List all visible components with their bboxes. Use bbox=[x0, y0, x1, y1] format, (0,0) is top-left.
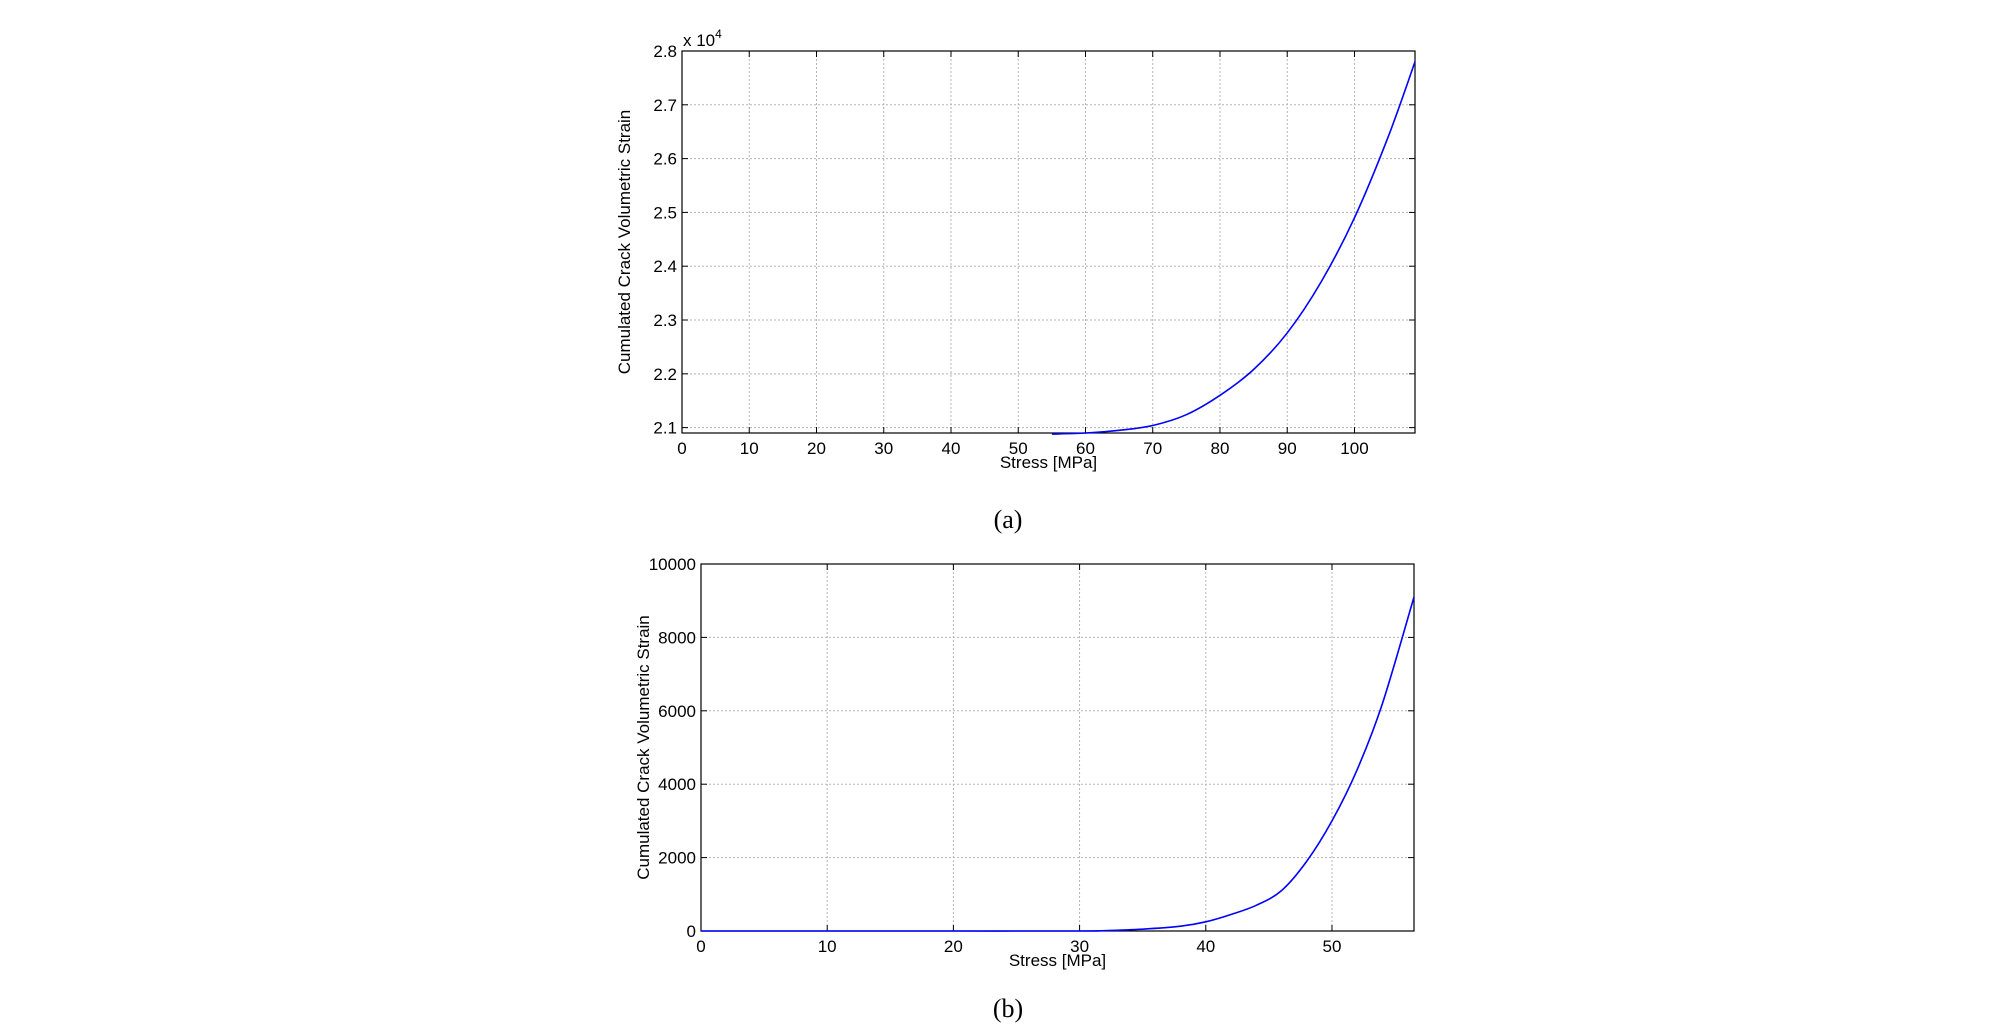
x-tick-label: 20 bbox=[944, 937, 963, 956]
x-tick-label: 40 bbox=[942, 439, 961, 458]
x-tick-label: 50 bbox=[1323, 937, 1342, 956]
y-tick-label: 2.5 bbox=[653, 203, 677, 222]
y-tick-label: 4000 bbox=[658, 775, 696, 794]
y-tick-label: 2.7 bbox=[653, 96, 677, 115]
plot-frame bbox=[681, 50, 1416, 434]
x-tick-label: 50 bbox=[1009, 439, 1028, 458]
y-tick-label: 2.2 bbox=[653, 365, 677, 384]
y-tick-label: 0 bbox=[687, 922, 696, 941]
x-tick-label: 0 bbox=[677, 439, 686, 458]
x-tick-label: 30 bbox=[1070, 937, 1089, 956]
x-tick-label: 90 bbox=[1278, 439, 1297, 458]
x-tick-label: 100 bbox=[1340, 439, 1368, 458]
x-axis-label: Stress [MPa] bbox=[1009, 951, 1106, 970]
chart-b: 0 10 20 30 40 50 0 2000 4000 6000 8000 10000 Stress … bbox=[634, 555, 1415, 970]
y-tick-label: 10000 bbox=[649, 555, 696, 574]
y-tick-label: 2.4 bbox=[653, 257, 677, 276]
chart-a: 0 10 20 30 40 50 60 70 80 90 100 2.1 2.2 2.3 2.4 2.5 2.6… bbox=[615, 27, 1416, 472]
y-axis-label: Cumulated Crack Volumetric Strain bbox=[634, 615, 653, 880]
x-tick-label: 0 bbox=[696, 937, 705, 956]
x-tick-label: 30 bbox=[874, 439, 893, 458]
y-tick-label: 2000 bbox=[658, 849, 696, 868]
y-tick-label: 2.8 bbox=[653, 42, 677, 61]
x-axis-label: Stress [MPa] bbox=[1000, 453, 1097, 472]
x-tick-label: 10 bbox=[818, 937, 837, 956]
x-tick-label: 80 bbox=[1211, 439, 1230, 458]
caption-a: (a) bbox=[994, 505, 1023, 534]
y-axis-label: Cumulated Crack Volumetric Strain bbox=[615, 110, 634, 375]
y-tick-label: 2.1 bbox=[653, 419, 677, 438]
series-line bbox=[701, 596, 1415, 932]
x-tick-label: 70 bbox=[1143, 439, 1162, 458]
x-tick-label: 10 bbox=[740, 439, 759, 458]
x-tick-label: 20 bbox=[807, 439, 826, 458]
y-multiplier: x 104 bbox=[683, 27, 722, 50]
series-line bbox=[1051, 61, 1416, 435]
y-tick-label: 2.3 bbox=[653, 311, 677, 330]
y-multiplier-exponent: 4 bbox=[715, 27, 722, 41]
plot-frame bbox=[700, 563, 1415, 932]
y-tick-label: 2.6 bbox=[653, 150, 677, 169]
x-tick-label: 40 bbox=[1196, 937, 1215, 956]
caption-b: (b) bbox=[993, 994, 1023, 1023]
x-tick-label: 60 bbox=[1076, 439, 1095, 458]
y-tick-label: 6000 bbox=[658, 702, 696, 721]
y-tick-label: 8000 bbox=[658, 628, 696, 647]
